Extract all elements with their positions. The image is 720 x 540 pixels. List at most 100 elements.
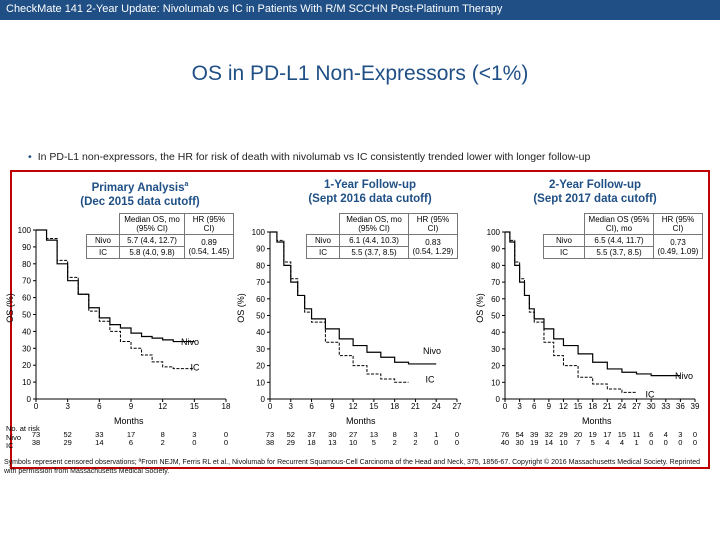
x-tick-label: 9	[129, 402, 134, 411]
km-curve-nivo	[505, 231, 681, 377]
x-tick-label: 12	[158, 402, 167, 411]
at-risk-ic-value: 14	[545, 438, 553, 447]
at-risk-nivo-value: 20	[574, 430, 582, 439]
curve-label-ic: IC	[191, 362, 201, 372]
follow-up-highlight-frame	[10, 170, 710, 469]
y-tick-label: 0	[496, 395, 501, 404]
at-risk-ic-value: 4	[605, 438, 609, 447]
at-risk-nivo-value: 52	[287, 430, 295, 439]
bullet-point: • In PD-L1 non-expressors, the HR for ris…	[28, 151, 590, 163]
y-tick-label: 80	[491, 261, 500, 270]
x-tick-label: 0	[34, 402, 39, 411]
table-cell-hr: 0.89 (0.54, 1.45)	[184, 234, 234, 259]
at-risk-nivo-value: 8	[161, 430, 165, 439]
x-axis-label-1yr: Months	[346, 416, 376, 426]
at-risk-ic-value: 0	[192, 438, 196, 447]
x-axis-label-2yr: Months	[582, 416, 612, 426]
km-curve-ic	[270, 231, 409, 383]
at-risk-ic-value: 6	[129, 438, 133, 447]
y-tick-label: 30	[22, 344, 31, 353]
x-tick-label: 27	[632, 402, 641, 411]
x-tick-label: 21	[411, 402, 420, 411]
at-risk-ic-value: 10	[349, 438, 357, 447]
y-tick-label: 10	[256, 378, 265, 387]
at-risk-ic-value: 7	[576, 438, 580, 447]
table-cell-ic-os: 5.5 (3.7, 8.5)	[339, 246, 409, 259]
at-risk-nivo-value: 73	[266, 430, 274, 439]
y-tick-label: 40	[256, 328, 265, 337]
x-tick-label: 39	[691, 402, 700, 411]
x-tick-label: 15	[190, 402, 199, 411]
at-risk-ic-value: 0	[693, 438, 697, 447]
y-tick-label: 70	[491, 278, 500, 287]
at-risk-ic-value: 10	[559, 438, 567, 447]
x-tick-label: 15	[369, 402, 378, 411]
at-risk-header: No. at risk	[6, 424, 40, 433]
at-risk-nivo-value: 0	[693, 430, 697, 439]
at-risk-ic-value: 13	[328, 438, 336, 447]
at-risk-nivo-value: 27	[349, 430, 357, 439]
table-header-hr: HR (95% CI)	[408, 213, 458, 235]
y-tick-label: 60	[256, 295, 265, 304]
panel-title-2yr-line1: 2-Year Follow-up	[548, 179, 641, 191]
header-text: CheckMate 141 2-Year Update: Nivolumab v…	[6, 3, 503, 15]
at-risk-nivo-value: 8	[393, 430, 397, 439]
y-tick-label: 20	[22, 361, 31, 370]
at-risk-label-nivo: Nivo	[6, 433, 22, 442]
at-risk-nivo-value: 0	[455, 430, 459, 439]
panel-title-2yr: 2-Year Follow-up (Sept 2017 data cutoff)	[505, 178, 685, 206]
curve-label-nivo: Nivo	[675, 371, 693, 381]
at-risk-nivo-value: 73	[32, 430, 40, 439]
x-tick-label: 3	[65, 402, 70, 411]
at-risk-nivo-value: 1	[434, 430, 438, 439]
at-risk-nivo-value: 3	[192, 430, 196, 439]
y-tick-label: 50	[256, 312, 265, 321]
bullet-text: In PD-L1 non-expressors, the HR for risk…	[37, 151, 591, 163]
table-cell-ic-os: 5.5 (3.7, 8.5)	[584, 246, 654, 259]
page-title: OS in PD-L1 Non-Expressors (<1%)	[191, 62, 529, 85]
y-tick-label: 90	[491, 245, 500, 254]
at-risk-ic-value: 29	[63, 438, 71, 447]
at-risk-ic-value: 4	[620, 438, 624, 447]
hr-ci: (0.54, 1.29)	[412, 246, 454, 256]
hr-value: 0.89	[201, 237, 217, 247]
hr-ci: (0.54, 1.45)	[188, 246, 230, 256]
at-risk-ic-value: 0	[664, 438, 668, 447]
x-tick-label: 0	[268, 402, 273, 411]
at-risk-ic-value: 14	[95, 438, 103, 447]
table-cell-hr: 0.83 (0.54, 1.29)	[408, 234, 458, 259]
at-risk-nivo-value: 17	[603, 430, 611, 439]
y-tick-label: 0	[261, 395, 266, 404]
x-tick-label: 6	[97, 402, 102, 411]
x-tick-label: 24	[432, 402, 441, 411]
at-risk-ic-value: 0	[455, 438, 459, 447]
table-header-median: Median OS (95% CI), mo	[584, 213, 654, 235]
at-risk-nivo-value: 52	[63, 430, 71, 439]
x-tick-label: 15	[574, 402, 583, 411]
table-row-label-ic: IC	[86, 246, 120, 259]
x-tick-label: 18	[222, 402, 231, 411]
at-risk-nivo-value: 6	[649, 430, 653, 439]
curve-label-nivo: Nivo	[181, 337, 199, 347]
y-tick-label: 40	[22, 327, 31, 336]
at-risk-ic-value: 0	[434, 438, 438, 447]
at-risk-ic-value: 40	[501, 438, 509, 447]
at-risk-nivo-value: 15	[618, 430, 626, 439]
at-risk-label-ic: IC	[6, 441, 14, 450]
x-tick-label: 18	[588, 402, 597, 411]
y-tick-label: 50	[491, 312, 500, 321]
at-risk-nivo-value: 76	[501, 430, 509, 439]
x-tick-label: 18	[390, 402, 399, 411]
y-tick-label: 80	[22, 260, 31, 269]
at-risk-ic-value: 18	[307, 438, 315, 447]
y-tick-label: 70	[256, 278, 265, 287]
at-risk-nivo-value: 19	[589, 430, 597, 439]
x-tick-label: 3	[517, 402, 522, 411]
km-curve-ic	[36, 229, 195, 370]
x-tick-label: 27	[453, 402, 462, 411]
y-tick-label: 30	[491, 345, 500, 354]
at-risk-nivo-value: 39	[530, 430, 538, 439]
y-tick-label: 10	[22, 378, 31, 387]
at-risk-nivo-value: 30	[328, 430, 336, 439]
